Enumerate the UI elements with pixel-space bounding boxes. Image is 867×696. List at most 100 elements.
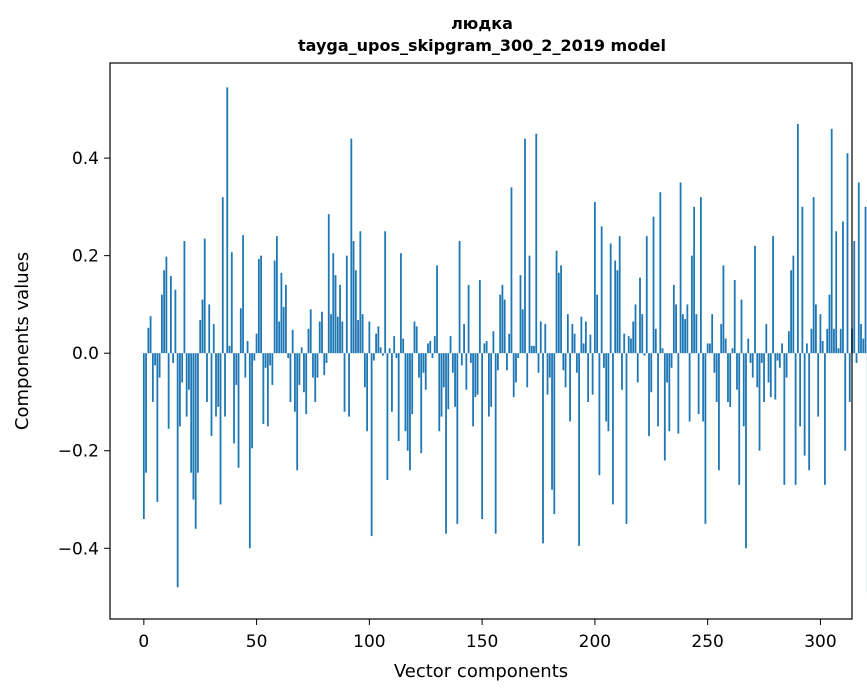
bar (289, 353, 292, 402)
bar (772, 236, 774, 354)
bar (733, 280, 736, 354)
bar (154, 353, 156, 366)
bar (330, 314, 332, 354)
bar (285, 284, 287, 354)
bar (704, 353, 707, 524)
bar (431, 353, 434, 359)
bar (718, 353, 720, 471)
bar (763, 353, 765, 402)
bar (512, 353, 515, 398)
bar (612, 353, 614, 505)
bar (747, 338, 750, 354)
bar (413, 321, 416, 354)
bar (794, 353, 797, 485)
bar (623, 333, 626, 354)
bar (526, 353, 529, 388)
bar (251, 353, 253, 449)
bar (294, 353, 296, 412)
bar (688, 353, 691, 422)
bar (244, 353, 247, 378)
x-tick-label: 50 (246, 632, 268, 652)
bar (169, 276, 172, 354)
bar (253, 353, 256, 361)
bar (740, 299, 743, 354)
bar (641, 314, 644, 354)
bar (713, 353, 716, 373)
bar (210, 353, 213, 437)
bar (404, 353, 407, 432)
bar (702, 353, 705, 422)
bar (217, 353, 220, 407)
bar (605, 353, 608, 422)
bar (853, 241, 856, 354)
bar (307, 328, 310, 354)
bar (352, 241, 355, 354)
bar (828, 294, 831, 354)
bar (147, 327, 150, 354)
bar (648, 353, 650, 437)
bar (812, 197, 815, 354)
bar (724, 338, 727, 354)
bar (668, 353, 671, 432)
bar (855, 353, 858, 363)
bar (584, 321, 587, 354)
bar (476, 353, 479, 395)
bar (188, 353, 190, 390)
bar (379, 347, 382, 354)
bar (264, 353, 267, 368)
bar (609, 243, 612, 354)
bar (280, 272, 283, 354)
bar (239, 308, 242, 354)
bar (711, 314, 714, 354)
bar (616, 270, 619, 354)
bar (634, 304, 637, 354)
chart-title: людка (451, 14, 513, 33)
bar (490, 353, 493, 407)
bar (573, 333, 576, 354)
bar (303, 353, 305, 393)
bar (433, 336, 436, 354)
bar (652, 216, 655, 354)
bar (542, 353, 544, 544)
x-tick-label: 150 (466, 632, 498, 652)
bar (621, 353, 623, 390)
bar (769, 353, 772, 398)
bar (684, 319, 686, 354)
bar (368, 321, 371, 354)
bar (183, 241, 186, 354)
bar (142, 353, 145, 520)
bar (163, 270, 166, 354)
bar (321, 311, 323, 354)
bar (749, 353, 752, 363)
bar (503, 299, 506, 354)
bar (557, 272, 560, 354)
bar (697, 353, 700, 415)
bar (145, 353, 147, 473)
bar (460, 353, 463, 366)
bar (864, 206, 867, 354)
bar (801, 206, 804, 354)
bar (429, 341, 432, 354)
bar (481, 353, 484, 520)
bar (323, 353, 326, 376)
bar (406, 353, 409, 451)
bar (314, 353, 317, 402)
bar (397, 353, 400, 441)
y-tick-label: −0.4 (58, 539, 99, 559)
bar (546, 353, 549, 395)
bar (287, 353, 290, 359)
bar (167, 353, 170, 429)
bar (190, 353, 193, 473)
bar (555, 250, 558, 354)
bar (422, 353, 425, 373)
bar (842, 221, 844, 354)
bar (442, 353, 445, 388)
bar (366, 353, 368, 432)
bar (158, 353, 161, 378)
bar (774, 353, 777, 400)
bar (194, 353, 197, 529)
bar (458, 241, 461, 354)
bar (785, 353, 788, 378)
bar (720, 323, 723, 354)
bar (179, 353, 181, 427)
